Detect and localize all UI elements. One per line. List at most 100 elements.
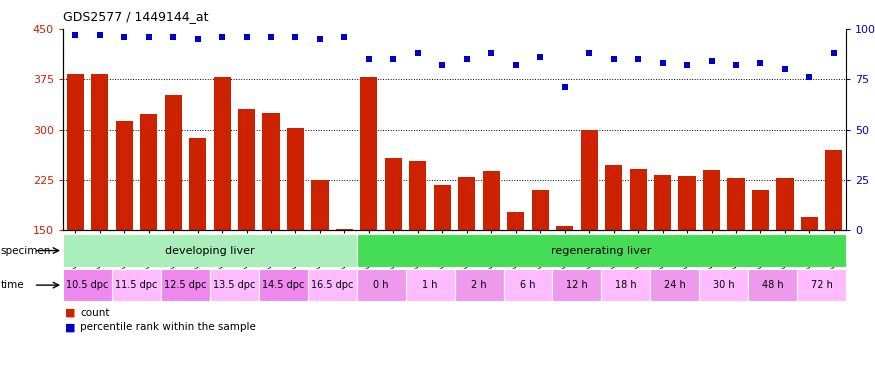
Text: 11.5 dpc: 11.5 dpc (116, 280, 158, 290)
Bar (825, 150, 843, 331)
Point (704, 58, 718, 64)
Bar (748, 269, 797, 301)
Text: 12.5 dpc: 12.5 dpc (164, 280, 206, 290)
Point (215, 34, 229, 40)
Point (802, 74, 816, 80)
Bar (483, 171, 500, 331)
Text: 30 h: 30 h (713, 280, 735, 290)
Bar (385, 158, 402, 331)
Bar (357, 234, 846, 267)
Bar (654, 175, 671, 331)
Text: 13.5 dpc: 13.5 dpc (214, 280, 256, 290)
Bar (455, 269, 503, 301)
Bar (63, 269, 112, 301)
Bar (727, 178, 745, 331)
Point (484, 50, 498, 56)
Point (533, 54, 547, 60)
Text: regenerating liver: regenerating liver (551, 245, 652, 256)
Point (289, 34, 303, 40)
Text: 24 h: 24 h (664, 280, 686, 290)
Bar (752, 190, 769, 331)
Text: ■: ■ (65, 322, 75, 332)
Point (557, 84, 571, 90)
Bar (238, 109, 256, 331)
Bar (776, 178, 794, 331)
Bar (357, 269, 406, 301)
Point (313, 36, 327, 42)
Text: 0 h: 0 h (374, 280, 388, 290)
Bar (703, 170, 720, 331)
Bar (262, 113, 280, 331)
Bar (189, 137, 206, 331)
Bar (214, 77, 231, 331)
Bar (606, 164, 622, 331)
Text: developing liver: developing liver (165, 245, 255, 256)
Point (93, 32, 107, 38)
Point (68, 32, 82, 38)
Text: 48 h: 48 h (762, 280, 783, 290)
Text: 10.5 dpc: 10.5 dpc (66, 280, 108, 290)
Point (680, 62, 694, 68)
Bar (360, 77, 377, 331)
Point (142, 34, 156, 40)
Bar (556, 226, 573, 331)
Bar (210, 269, 259, 301)
Bar (503, 269, 552, 301)
Point (338, 34, 352, 40)
Bar (259, 269, 308, 301)
Bar (66, 74, 84, 331)
Text: 2 h: 2 h (472, 280, 487, 290)
Text: 6 h: 6 h (521, 280, 536, 290)
Text: 16.5 dpc: 16.5 dpc (311, 280, 354, 290)
Bar (287, 127, 304, 331)
Point (166, 34, 180, 40)
Bar (63, 234, 357, 267)
Bar (458, 177, 475, 331)
Point (582, 50, 596, 56)
Bar (552, 269, 601, 301)
Bar (112, 269, 161, 301)
Text: 14.5 dpc: 14.5 dpc (262, 280, 304, 290)
Bar (801, 217, 818, 331)
Text: GDS2577 / 1449144_at: GDS2577 / 1449144_at (63, 10, 208, 23)
Bar (116, 121, 133, 331)
Point (729, 62, 743, 68)
Point (387, 56, 401, 62)
Bar (410, 161, 426, 331)
Text: ■: ■ (65, 308, 75, 318)
Bar (140, 114, 158, 331)
Text: count: count (80, 308, 110, 318)
Bar (797, 269, 846, 301)
Bar (629, 169, 647, 331)
Point (508, 62, 522, 68)
Text: percentile rank within the sample: percentile rank within the sample (80, 322, 256, 332)
Bar (336, 229, 353, 331)
Text: 18 h: 18 h (615, 280, 637, 290)
Bar (601, 269, 650, 301)
Bar (161, 269, 210, 301)
Bar (699, 269, 748, 301)
Bar (581, 129, 598, 331)
Text: 72 h: 72 h (811, 280, 833, 290)
Bar (164, 94, 182, 331)
Bar (507, 212, 524, 331)
Point (362, 56, 376, 62)
Bar (678, 176, 696, 331)
Point (778, 66, 792, 72)
Point (264, 34, 278, 40)
Point (411, 50, 425, 56)
Point (606, 56, 620, 62)
Bar (532, 190, 549, 331)
Bar (650, 269, 699, 301)
Point (753, 60, 767, 66)
Text: 12 h: 12 h (566, 280, 588, 290)
Text: specimen: specimen (1, 245, 52, 256)
Point (117, 34, 131, 40)
Point (655, 60, 669, 66)
Point (827, 50, 841, 56)
Point (459, 56, 473, 62)
Point (436, 62, 450, 68)
Bar (91, 74, 108, 331)
Bar (406, 269, 455, 301)
Point (191, 36, 205, 42)
